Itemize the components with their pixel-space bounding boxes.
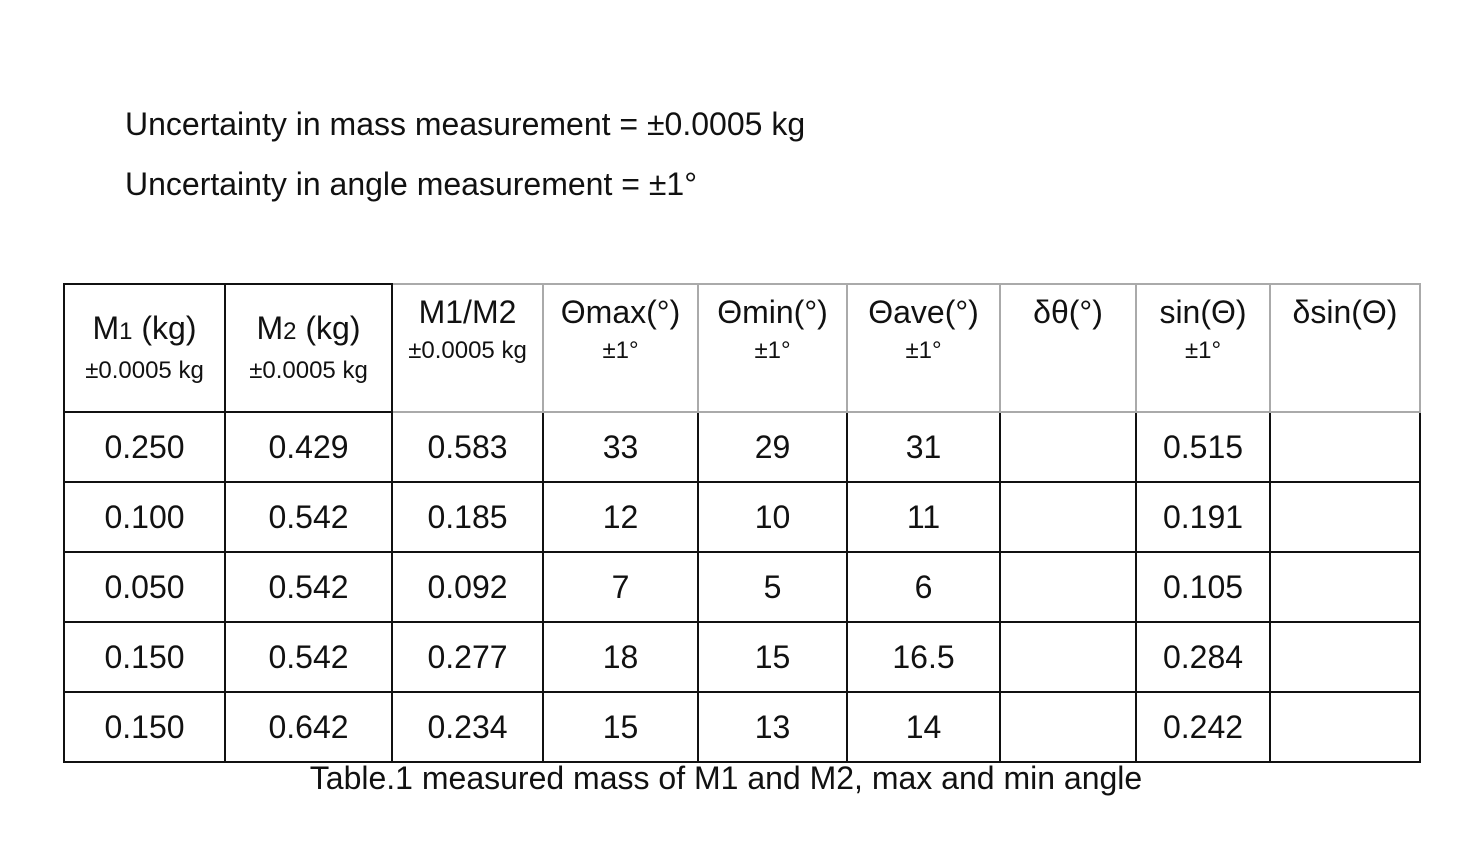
cell-mass-ratio: 0.185 bbox=[391, 481, 544, 553]
cell-theta-min: 13 bbox=[697, 691, 848, 763]
cell-sin-theta: 0.242 bbox=[1135, 691, 1271, 763]
cell-theta-max: 12 bbox=[542, 481, 699, 553]
cell-delta-theta bbox=[999, 411, 1137, 483]
cell-sin-theta: 0.105 bbox=[1135, 551, 1271, 623]
table-row: 0.100 0.542 0.185 12 10 11 0.191 bbox=[63, 481, 1421, 553]
cell-delta-sin-theta bbox=[1269, 481, 1421, 553]
cell-theta-min: 29 bbox=[697, 411, 848, 483]
cell-m2: 0.429 bbox=[224, 411, 393, 483]
cell-delta-theta bbox=[999, 621, 1137, 693]
cell-theta-ave: 11 bbox=[846, 481, 1001, 553]
cell-delta-theta bbox=[999, 691, 1137, 763]
cell-m2: 0.542 bbox=[224, 551, 393, 623]
cell-m1: 0.100 bbox=[63, 481, 226, 553]
cell-theta-min: 15 bbox=[697, 621, 848, 693]
header-theta-ave: Θave(°) ±1° bbox=[846, 283, 1001, 413]
header-m2: M2 (kg) ±0.0005 kg bbox=[224, 283, 393, 413]
cell-theta-ave: 14 bbox=[846, 691, 1001, 763]
cell-theta-max: 18 bbox=[542, 621, 699, 693]
cell-theta-min: 10 bbox=[697, 481, 848, 553]
cell-delta-theta bbox=[999, 481, 1137, 553]
cell-mass-ratio: 0.092 bbox=[391, 551, 544, 623]
cell-theta-max: 33 bbox=[542, 411, 699, 483]
cell-m1: 0.150 bbox=[63, 691, 226, 763]
cell-mass-ratio: 0.583 bbox=[391, 411, 544, 483]
cell-m2: 0.642 bbox=[224, 691, 393, 763]
header-sin-theta: sin(Θ) ±1° bbox=[1135, 283, 1271, 413]
cell-theta-min: 5 bbox=[697, 551, 848, 623]
cell-m1: 0.050 bbox=[63, 551, 226, 623]
table-row: 0.050 0.542 0.092 7 5 6 0.105 bbox=[63, 551, 1421, 623]
table-caption: Table.1 measured mass of M1 and M2, max … bbox=[309, 760, 1143, 796]
table-header-row: M1 (kg) ±0.0005 kg M2 (kg) ±0.0005 kg M1… bbox=[63, 283, 1421, 413]
mass-uncertainty-text: Uncertainty in mass measurement = ±0.000… bbox=[125, 106, 806, 142]
cell-theta-ave: 6 bbox=[846, 551, 1001, 623]
cell-m2: 0.542 bbox=[224, 481, 393, 553]
cell-m1: 0.150 bbox=[63, 621, 226, 693]
header-theta-max: Θmax(°) ±1° bbox=[542, 283, 699, 413]
table-row: 0.150 0.542 0.277 18 15 16.5 0.284 bbox=[63, 621, 1421, 693]
cell-m1: 0.250 bbox=[63, 411, 226, 483]
measurement-table: M1 (kg) ±0.0005 kg M2 (kg) ±0.0005 kg M1… bbox=[63, 283, 1421, 763]
header-theta-min: Θmin(°) ±1° bbox=[697, 283, 848, 413]
table-row: 0.250 0.429 0.583 33 29 31 0.515 bbox=[63, 411, 1421, 483]
cell-sin-theta: 0.515 bbox=[1135, 411, 1271, 483]
header-delta-theta: δθ(°) bbox=[999, 283, 1137, 413]
header-mass-ratio: M1/M2 ±0.0005 kg bbox=[391, 283, 544, 413]
cell-theta-max: 7 bbox=[542, 551, 699, 623]
table-row: 0.150 0.642 0.234 15 13 14 0.242 bbox=[63, 691, 1421, 763]
cell-m2: 0.542 bbox=[224, 621, 393, 693]
header-delta-sin-theta: δsin(Θ) bbox=[1269, 283, 1421, 413]
cell-theta-ave: 31 bbox=[846, 411, 1001, 483]
cell-delta-sin-theta bbox=[1269, 621, 1421, 693]
cell-sin-theta: 0.191 bbox=[1135, 481, 1271, 553]
angle-uncertainty-text: Uncertainty in angle measurement = ±1° bbox=[125, 166, 697, 202]
cell-theta-ave: 16.5 bbox=[846, 621, 1001, 693]
cell-delta-sin-theta bbox=[1269, 551, 1421, 623]
cell-delta-sin-theta bbox=[1269, 691, 1421, 763]
cell-sin-theta: 0.284 bbox=[1135, 621, 1271, 693]
cell-mass-ratio: 0.234 bbox=[391, 691, 544, 763]
header-m1: M1 (kg) ±0.0005 kg bbox=[63, 283, 226, 413]
cell-theta-max: 15 bbox=[542, 691, 699, 763]
cell-delta-theta bbox=[999, 551, 1137, 623]
cell-delta-sin-theta bbox=[1269, 411, 1421, 483]
cell-mass-ratio: 0.277 bbox=[391, 621, 544, 693]
